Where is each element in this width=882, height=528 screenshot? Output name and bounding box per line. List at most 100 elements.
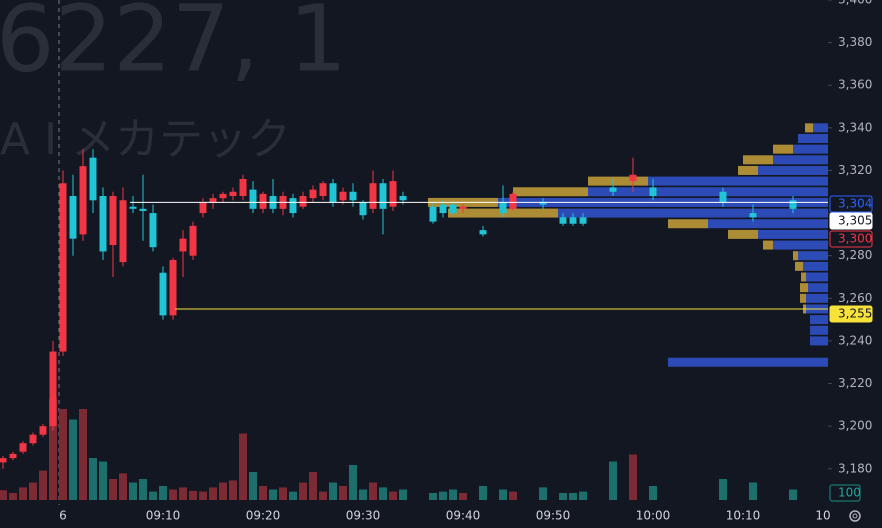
candle-body	[179, 238, 187, 252]
profile-gold	[805, 123, 813, 133]
profile-blue	[798, 251, 828, 261]
profile-blue	[758, 165, 828, 175]
profile-gold	[728, 229, 758, 239]
profile-gold	[801, 272, 806, 282]
candle-body	[329, 183, 337, 203]
volume-bar	[319, 491, 327, 500]
profile-gold	[800, 283, 808, 293]
volume-tag-label: 100	[838, 486, 861, 500]
volume-bar	[349, 465, 357, 500]
volume-bar	[39, 470, 47, 500]
x-tick-label: 09:40	[446, 509, 481, 523]
candle-body	[139, 208, 147, 211]
candle-body	[449, 204, 457, 214]
x-tick-label: 10:10	[726, 509, 761, 523]
profile-blue	[558, 208, 828, 218]
candle-body	[119, 200, 127, 263]
candle-body	[59, 183, 67, 352]
y-tick-label: 3,280	[838, 248, 872, 262]
candle-body	[109, 196, 117, 246]
profile-gold	[668, 219, 708, 229]
volume-bar	[169, 489, 177, 500]
candle-body	[379, 183, 387, 209]
candle-body	[309, 189, 317, 199]
volume-bar	[109, 479, 117, 500]
candle-body	[499, 202, 507, 214]
candle-body	[189, 225, 197, 256]
volume-bar	[399, 489, 407, 500]
profile-gold	[800, 293, 806, 303]
candle-body	[509, 193, 517, 209]
candle-body	[389, 181, 397, 207]
x-tick-label: 09:20	[246, 509, 281, 523]
volume-bar	[279, 487, 287, 500]
volume-bar	[569, 493, 577, 500]
volume-bar	[99, 461, 107, 500]
price-tag-label: 3,304	[838, 197, 872, 211]
profile-blue	[773, 155, 828, 165]
candle-body	[369, 183, 377, 209]
candle-body	[439, 204, 447, 214]
candle-body	[89, 157, 97, 201]
volume-bar	[9, 493, 17, 500]
profile-gold	[793, 251, 798, 261]
profile-blue	[810, 325, 828, 335]
volume-bar	[359, 489, 367, 500]
volume-bar	[509, 491, 517, 500]
volume-bar	[579, 491, 587, 500]
y-tick-label: 3,340	[838, 120, 872, 134]
profile-blue	[806, 272, 828, 282]
y-tick-label: 3,240	[838, 333, 872, 347]
volume-bar	[479, 486, 487, 500]
candle-body	[649, 187, 657, 197]
volume-bar	[219, 482, 227, 500]
candle-body	[159, 272, 167, 316]
profile-blue	[803, 261, 828, 271]
candle-body	[749, 213, 757, 218]
volume-bar	[609, 461, 617, 500]
candle-body	[609, 187, 617, 192]
candle-body	[259, 193, 267, 209]
candle-body	[359, 202, 367, 216]
candle-body	[79, 166, 87, 235]
candle-body	[199, 202, 207, 214]
profile-blue	[668, 357, 828, 367]
candle-body	[149, 213, 157, 248]
volume-bar	[459, 493, 467, 500]
volume-bar	[139, 479, 147, 500]
y-tick-label: 3,380	[838, 35, 872, 49]
volume-bar	[199, 491, 207, 500]
volume-bar	[269, 489, 277, 500]
candle-body	[229, 191, 237, 197]
volume-bar	[369, 482, 377, 500]
volume-bar	[379, 487, 387, 500]
candle-body	[339, 191, 347, 201]
volume-bar	[159, 486, 167, 500]
volume-bar	[89, 458, 97, 500]
candle-body	[29, 434, 37, 444]
volume-bar	[299, 482, 307, 500]
candle-body	[249, 189, 257, 209]
volume-bar	[79, 409, 87, 500]
profile-blue	[806, 293, 828, 303]
volume-bar	[119, 473, 127, 500]
y-tick-label: 3,320	[838, 163, 872, 177]
candle-body	[579, 217, 587, 224]
volume-bar	[339, 486, 347, 500]
settings-icon[interactable]	[849, 510, 861, 522]
watermark-name: A I メカテック	[0, 114, 291, 165]
volume-bar	[749, 482, 757, 500]
volume-bar	[149, 491, 157, 500]
x-tick-label: 10:00	[636, 509, 671, 523]
candle-body	[49, 351, 57, 427]
price-tag-label: 3,305	[838, 214, 872, 228]
volume-bar	[59, 409, 67, 500]
volume-bar	[559, 493, 567, 500]
y-tick-label: 3,180	[838, 461, 872, 475]
y-tick-label: 3,400	[838, 0, 872, 7]
x-tick-label: 10	[815, 509, 830, 523]
candle-body	[69, 196, 77, 239]
candle-body	[349, 191, 357, 201]
watermark-symbol: 6227, 1	[0, 0, 347, 92]
